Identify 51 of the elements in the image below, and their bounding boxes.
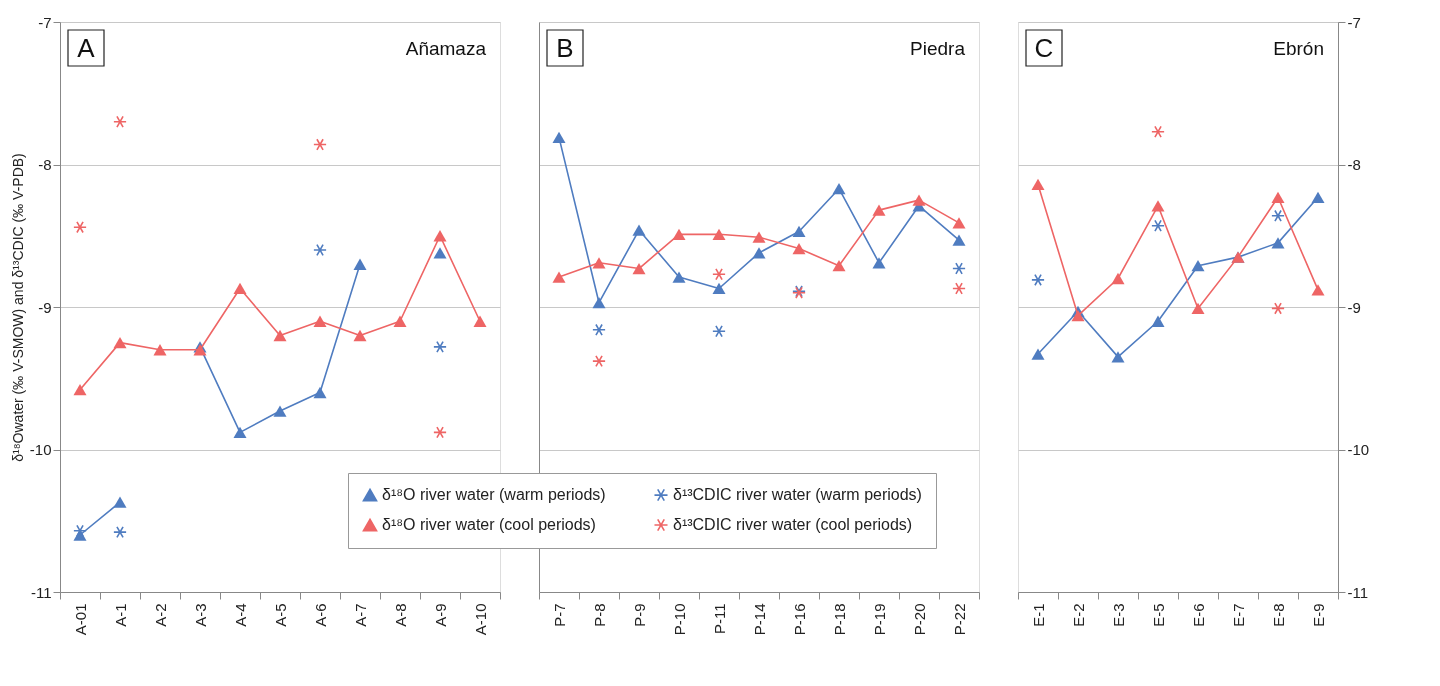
annotation: B bbox=[556, 33, 574, 63]
y-tick-label: -11 bbox=[30, 583, 52, 601]
x-tick-label: P-11 bbox=[710, 603, 728, 635]
x-tick-label: P-20 bbox=[910, 603, 928, 636]
x-tick-label: E-9 bbox=[1309, 603, 1327, 627]
x-tick-label: P-16 bbox=[790, 603, 808, 636]
x-tick-label: P-10 bbox=[670, 603, 688, 636]
x-tick-label: A-4 bbox=[231, 603, 249, 627]
x-tick-label: A-10 bbox=[471, 603, 489, 636]
x-tick-label: P-19 bbox=[870, 603, 888, 636]
annotation: Ebrón bbox=[1273, 38, 1324, 59]
x-tick-label: A-2 bbox=[151, 603, 169, 627]
x-tick-label: A-9 bbox=[431, 603, 449, 627]
x-tick-label: E-2 bbox=[1069, 603, 1087, 627]
x-tick-label: A-5 bbox=[271, 603, 289, 627]
x-tick-label: P-7 bbox=[550, 603, 568, 627]
x-tick-label: P-14 bbox=[750, 603, 768, 636]
x-tick-label: E-3 bbox=[1109, 603, 1127, 627]
annotation: Añamaza bbox=[405, 38, 487, 59]
y-tick-label: -8 bbox=[38, 156, 52, 173]
y-tick-label: -7 bbox=[38, 13, 52, 31]
y2-tick-label: -10 bbox=[1347, 441, 1370, 458]
x-tick-label: P-22 bbox=[950, 603, 968, 636]
x-tick-label: A-6 bbox=[311, 603, 329, 627]
x-tick-label: A-01 bbox=[71, 603, 89, 636]
legend-label: δ¹³CDIC river water (warm periods) bbox=[673, 486, 922, 504]
x-tick-label: P-9 bbox=[630, 603, 648, 627]
y-tick-label: -10 bbox=[29, 441, 52, 458]
x-tick-label: E-1 bbox=[1029, 603, 1047, 627]
y2-tick-label: -9 bbox=[1347, 298, 1361, 316]
x-tick-label: P-18 bbox=[830, 603, 848, 636]
annotation: C bbox=[1034, 33, 1054, 63]
x-tick-label: E-8 bbox=[1269, 603, 1287, 627]
y-tick-label: -9 bbox=[38, 298, 52, 316]
x-tick-label: A-3 bbox=[191, 603, 209, 627]
x-tick-label: A-7 bbox=[351, 603, 369, 627]
x-tick-label: E-7 bbox=[1229, 603, 1247, 627]
y2-tick-label: -7 bbox=[1347, 13, 1361, 31]
x-tick-label: E-5 bbox=[1149, 603, 1167, 627]
legend-label: δ¹⁸O river water (warm periods) bbox=[382, 486, 606, 504]
y-axis-title: δ¹⁸Owater (‰ V-SMOW) and δ¹³CDIC (‰ V-PDB) bbox=[9, 153, 26, 462]
x-tick-label: A-1 bbox=[111, 603, 129, 627]
x-tick-label: E-6 bbox=[1189, 603, 1207, 627]
x-tick-label: A-8 bbox=[391, 603, 409, 627]
annotation: A bbox=[77, 33, 96, 63]
x-tick-label: P-8 bbox=[590, 603, 608, 627]
y2-tick-label: -8 bbox=[1347, 156, 1361, 173]
annotation: Piedra bbox=[910, 38, 966, 59]
legend-label: δ¹⁸O river water (cool periods) bbox=[382, 516, 596, 533]
legend-label: δ¹³CDIC river water (cool periods) bbox=[673, 516, 913, 533]
y2-tick-label: -11 bbox=[1347, 583, 1369, 601]
